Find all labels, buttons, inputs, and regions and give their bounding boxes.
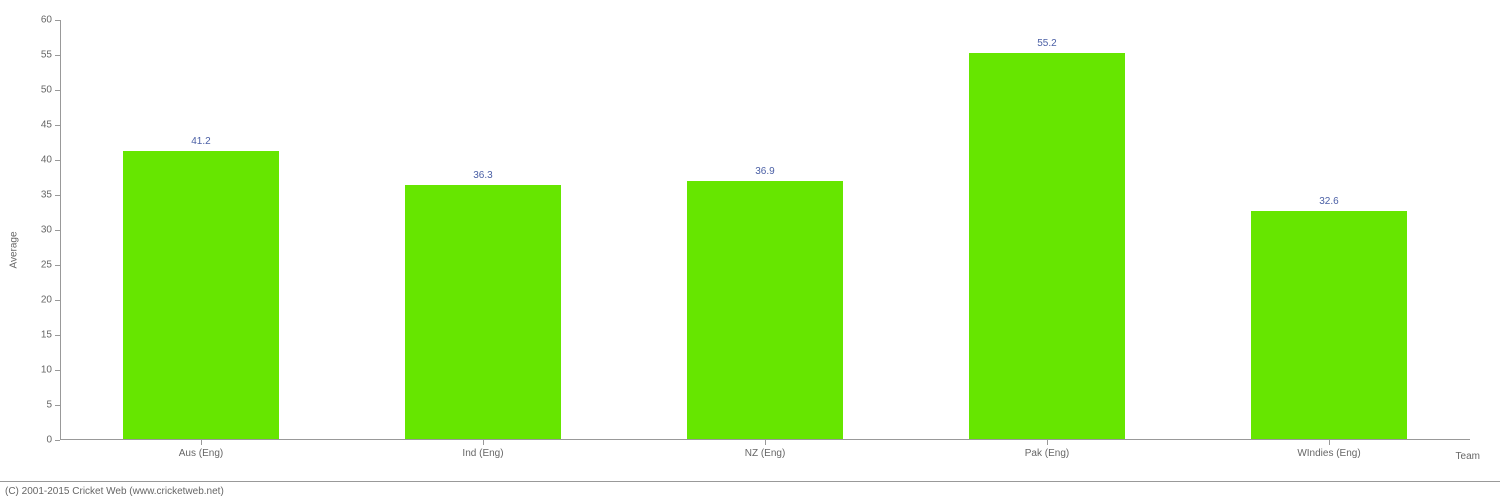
- bar-value-label: 36.9: [755, 166, 774, 177]
- y-axis-title: Average: [9, 231, 20, 268]
- y-tick-label: 50: [41, 85, 52, 96]
- chart-container: Average 41.2 36.3 36.9 55.2 32.6 0 5 10 15 20 25 3…: [0, 0, 1500, 500]
- x-tick-label: Aus (Eng): [179, 448, 223, 459]
- plot-area: 41.236.336.955.232.6 0510152025303540455…: [60, 20, 1470, 440]
- y-tick: [55, 55, 60, 56]
- footer-divider: [0, 481, 1500, 482]
- y-tick-label: 25: [41, 260, 52, 271]
- bar: 36.9: [687, 181, 842, 439]
- y-tick-label: 55: [41, 50, 52, 61]
- bar-value-label: 36.3: [473, 170, 492, 181]
- bar: 41.2: [123, 151, 278, 439]
- y-tick: [55, 160, 60, 161]
- y-tick: [55, 265, 60, 266]
- y-tick: [55, 440, 60, 441]
- x-tick: [201, 440, 202, 445]
- x-tick: [765, 440, 766, 445]
- x-tick: [483, 440, 484, 445]
- x-tick: [1047, 440, 1048, 445]
- bar: 32.6: [1251, 211, 1406, 439]
- y-tick-label: 45: [41, 120, 52, 131]
- bar: 36.3: [405, 185, 560, 439]
- x-tick: [1329, 440, 1330, 445]
- bar-value-label: 41.2: [191, 136, 210, 147]
- x-axis-title: Team: [1456, 451, 1480, 462]
- copyright-text: (C) 2001-2015 Cricket Web (www.cricketwe…: [5, 486, 224, 497]
- y-tick: [55, 125, 60, 126]
- x-tick-label: NZ (Eng): [745, 448, 786, 459]
- x-tick-label: WIndies (Eng): [1297, 448, 1360, 459]
- y-tick: [55, 300, 60, 301]
- y-tick: [55, 335, 60, 336]
- bar-value-label: 55.2: [1037, 38, 1056, 49]
- y-tick: [55, 405, 60, 406]
- y-tick: [55, 230, 60, 231]
- y-tick-label: 15: [41, 330, 52, 341]
- y-tick-label: 5: [46, 400, 52, 411]
- y-tick-label: 0: [46, 435, 52, 446]
- x-tick-label: Ind (Eng): [462, 448, 503, 459]
- y-tick: [55, 195, 60, 196]
- y-tick-label: 35: [41, 190, 52, 201]
- y-tick-label: 10: [41, 365, 52, 376]
- bars-group: 41.2 36.3 36.9 55.2 32.6: [60, 20, 1470, 440]
- y-tick: [55, 20, 60, 21]
- y-tick-label: 20: [41, 295, 52, 306]
- y-tick: [55, 90, 60, 91]
- x-tick-label: Pak (Eng): [1025, 448, 1069, 459]
- y-tick-label: 60: [41, 15, 52, 26]
- bar: 55.2: [969, 53, 1124, 439]
- y-tick: [55, 370, 60, 371]
- y-tick-label: 40: [41, 155, 52, 166]
- bar-value-label: 32.6: [1319, 196, 1338, 207]
- y-tick-label: 30: [41, 225, 52, 236]
